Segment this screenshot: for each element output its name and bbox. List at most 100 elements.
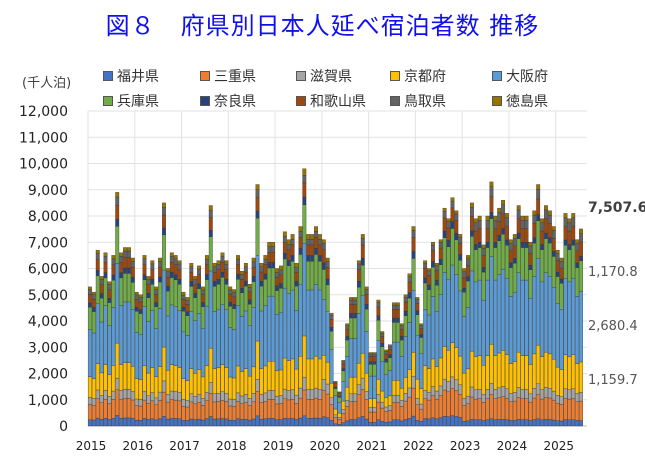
bar-segment [399, 325, 404, 330]
bar-segment [337, 392, 342, 394]
bar-segment [201, 376, 205, 399]
bar-segment [423, 277, 428, 284]
bar-segment [321, 243, 326, 251]
bar-segment [415, 299, 420, 304]
legend-item: 大阪府 [492, 66, 548, 86]
bar-segment [473, 389, 478, 400]
bar-segment [551, 287, 556, 360]
bar-segment [388, 346, 392, 350]
bar-stack [345, 323, 350, 427]
bar-segment [489, 344, 494, 384]
bar-segment [259, 394, 264, 403]
bar-segment [302, 196, 307, 205]
bar-segment [95, 389, 100, 399]
bar-stack [216, 260, 221, 427]
bar-segment [142, 255, 147, 259]
bar-segment [162, 234, 166, 271]
bar-segment [173, 264, 178, 275]
bar-segment [555, 303, 560, 368]
bar-segment [162, 391, 166, 417]
bar-segment [325, 284, 330, 312]
bar-segment [294, 267, 299, 273]
bar-segment [325, 417, 330, 427]
bar-stack [399, 323, 404, 427]
bar-segment [547, 388, 552, 399]
bar-segment [532, 214, 537, 224]
bar-segment [458, 260, 463, 292]
bar-segment [154, 302, 159, 307]
bar-segment [532, 397, 537, 420]
bar-segment [271, 246, 276, 253]
bar-segment [88, 306, 92, 330]
bar-segment [399, 339, 404, 357]
bar-stack [356, 260, 361, 427]
bar-segment [345, 325, 350, 330]
bar-segment [286, 259, 291, 266]
bar-segment [493, 389, 498, 399]
bar-segment [127, 247, 131, 252]
bar-segment [240, 316, 244, 372]
bar-segment [251, 261, 256, 268]
bar-segment [282, 242, 287, 254]
bar-segment [154, 397, 159, 406]
bar-segment [146, 293, 151, 298]
bar-segment [462, 268, 467, 272]
bar-segment [298, 397, 303, 419]
bar-segment [158, 418, 163, 427]
bar-segment [368, 422, 373, 427]
legend-swatch [492, 71, 502, 81]
bar-segment [298, 254, 303, 285]
legend-label: 鳥取県 [404, 94, 446, 110]
bar-segment [150, 418, 155, 427]
bar-segment [341, 363, 346, 369]
bar-segment [142, 399, 147, 419]
bar-segment [341, 422, 346, 427]
bar-segment [130, 267, 135, 278]
bar-segment [162, 227, 166, 235]
bar-segment [201, 286, 205, 291]
bar-segment [185, 406, 190, 421]
bar-segment [423, 309, 428, 366]
bar-segment [559, 278, 564, 284]
bar-segment [399, 400, 404, 407]
bar-segment [325, 261, 330, 268]
bar-segment [115, 205, 120, 220]
bar-segment [130, 366, 135, 392]
bar-segment [579, 256, 583, 262]
bar-segment [224, 269, 229, 280]
bar-segment [314, 237, 318, 249]
bar-segment [88, 286, 92, 290]
bar-segment [169, 390, 174, 400]
bar-segment [150, 400, 155, 419]
bar-stack [224, 260, 229, 427]
bar-segment [356, 281, 361, 288]
bar-segment [138, 313, 143, 335]
bar-segment [438, 385, 443, 396]
bar-segment [497, 387, 502, 398]
bar-segment [150, 279, 155, 285]
bar-segment [204, 274, 209, 280]
bar-segment [450, 415, 455, 427]
bar-segment [563, 419, 568, 427]
bar-segment [384, 411, 389, 423]
bar-segment [294, 280, 299, 287]
bar-segment [505, 388, 509, 399]
bar-segment [505, 419, 509, 427]
bar-stack [99, 276, 104, 427]
legend-swatch [200, 71, 210, 81]
bar-segment [469, 236, 474, 272]
x-tick-label: 2023 [450, 439, 481, 453]
bar-segment [181, 310, 186, 333]
bar-segment [395, 402, 400, 421]
bar-segment [158, 391, 163, 401]
bar-segment [532, 353, 537, 389]
bar-segment [555, 420, 560, 427]
bar-segment [146, 279, 151, 285]
bar-stack [466, 255, 470, 427]
bar-segment [243, 271, 248, 282]
bar-segment [528, 393, 533, 403]
bar-segment [185, 300, 190, 305]
bar-segment [501, 386, 506, 397]
bar-segment [103, 252, 108, 257]
bar-segment [224, 393, 229, 402]
